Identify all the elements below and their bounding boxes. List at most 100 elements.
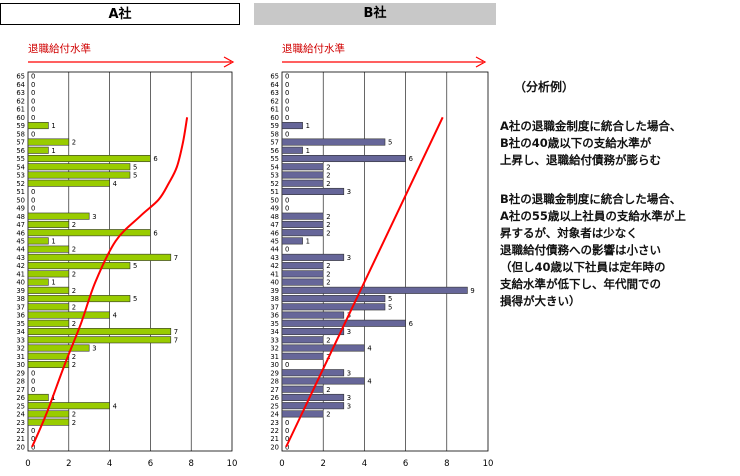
data-label: 3 — [347, 369, 351, 377]
bar — [281, 154, 406, 163]
bar — [27, 262, 131, 270]
y-tick-label: 41 — [16, 270, 25, 278]
data-label: 2 — [72, 221, 76, 229]
analysis-p2-line: 損得が大きい） — [500, 294, 581, 308]
bar — [281, 385, 324, 393]
data-label: 2 — [326, 336, 330, 344]
bar — [27, 245, 70, 253]
y-tick-label: 27 — [270, 386, 279, 394]
y-tick-label: 38 — [16, 295, 25, 303]
y-tick-label: 30 — [16, 361, 25, 369]
y-tick-label: 61 — [16, 106, 25, 114]
y-tick-label: 23 — [270, 419, 279, 427]
bar — [281, 270, 324, 278]
analysis-p2-line: （但し40歳以下社員は定年時の — [500, 260, 666, 274]
data-label: 0 — [31, 89, 35, 97]
y-tick-label: 39 — [270, 287, 279, 295]
data-label: 2 — [72, 353, 76, 361]
bar — [281, 262, 324, 270]
bar — [27, 303, 70, 311]
bar — [27, 311, 110, 319]
y-tick-label: 22 — [16, 427, 25, 435]
y-tick-label: 25 — [270, 402, 279, 410]
y-tick-label: 58 — [16, 130, 25, 138]
data-label: 6 — [153, 229, 157, 237]
y-tick-label: 34 — [16, 328, 25, 336]
analysis-p1-line: A社の退職金制度に統合した場合、 — [500, 119, 682, 133]
plot-frame-b — [281, 71, 489, 452]
data-label: 2 — [326, 262, 330, 270]
data-label: 0 — [31, 369, 35, 377]
y-tick-label: 64 — [16, 81, 25, 89]
y-tick-label: 40 — [270, 279, 279, 287]
y-tick-label: 63 — [270, 89, 279, 97]
y-tick-label: 31 — [16, 353, 25, 361]
x-tick-label: 6 — [403, 459, 408, 469]
data-label: 1 — [51, 147, 55, 155]
x-tick-label: 10 — [483, 459, 494, 469]
legend-arrow-a — [28, 56, 235, 68]
bar — [27, 122, 49, 130]
bar — [27, 328, 172, 336]
y-tick-label: 62 — [270, 97, 279, 105]
y-tick-label: 61 — [270, 106, 279, 114]
y-tick-label: 38 — [270, 295, 279, 303]
y-tick-label: 26 — [270, 394, 279, 402]
analysis-p2-line: 昇するが、対象者は少なく — [500, 226, 638, 240]
y-tick-label: 52 — [270, 180, 279, 188]
x-tick-label: 4 — [107, 459, 112, 469]
data-label: 2 — [72, 411, 76, 419]
data-label: 4 — [367, 345, 371, 353]
bar — [281, 229, 324, 237]
bar — [27, 393, 49, 401]
y-tick-label: 46 — [16, 229, 25, 237]
data-label: 2 — [326, 213, 330, 221]
data-label: 0 — [31, 81, 35, 89]
y-tick-label: 53 — [16, 172, 25, 180]
bar — [27, 344, 90, 352]
y-tick-label: 47 — [16, 221, 25, 229]
bar — [27, 220, 70, 228]
data-label: 0 — [285, 73, 289, 81]
data-label: 0 — [285, 419, 289, 427]
data-label: 2 — [72, 287, 76, 295]
y-tick-label: 51 — [16, 188, 25, 196]
data-label: 2 — [72, 246, 76, 254]
data-label: 1 — [51, 394, 55, 402]
data-label: 0 — [31, 73, 35, 81]
y-tick-label: 53 — [270, 172, 279, 180]
y-tick-label: 48 — [270, 213, 279, 221]
y-tick-label: 58 — [270, 130, 279, 138]
benefit-level-curve — [285, 116, 444, 448]
x-tick-label: 6 — [148, 459, 153, 469]
legend-label-b: 退職給付水準 — [282, 43, 345, 55]
data-label: 0 — [31, 196, 35, 204]
y-tick-label: 29 — [270, 369, 279, 377]
y-tick-label: 25 — [16, 402, 25, 410]
analysis-title: （分析例） — [514, 80, 575, 94]
y-tick-label: 54 — [270, 163, 279, 171]
y-tick-label: 30 — [270, 361, 279, 369]
y-tick-label: 35 — [16, 320, 25, 328]
data-label: 0 — [285, 443, 289, 451]
data-label: 2 — [326, 386, 330, 394]
data-label: 2 — [326, 180, 330, 188]
y-tick-label: 20 — [16, 443, 25, 451]
data-label: 3 — [347, 188, 351, 196]
analysis-p2-line: 支給水準が低下し、年代間での — [500, 277, 661, 291]
y-tick-label: 54 — [16, 163, 25, 171]
y-tick-label: 60 — [270, 114, 279, 122]
bar — [281, 286, 468, 294]
bar — [27, 295, 131, 303]
y-tick-label: 28 — [16, 378, 25, 386]
bar — [281, 336, 324, 344]
x-tick-label: 2 — [320, 459, 325, 469]
y-tick-label: 35 — [270, 320, 279, 328]
y-tick-label: 23 — [16, 419, 25, 427]
data-label: 0 — [285, 97, 289, 105]
y-tick-label: 20 — [270, 443, 279, 451]
data-label: 0 — [285, 106, 289, 114]
y-tick-label: 24 — [270, 411, 279, 419]
y-tick-label: 26 — [16, 394, 25, 402]
bar — [27, 138, 70, 146]
